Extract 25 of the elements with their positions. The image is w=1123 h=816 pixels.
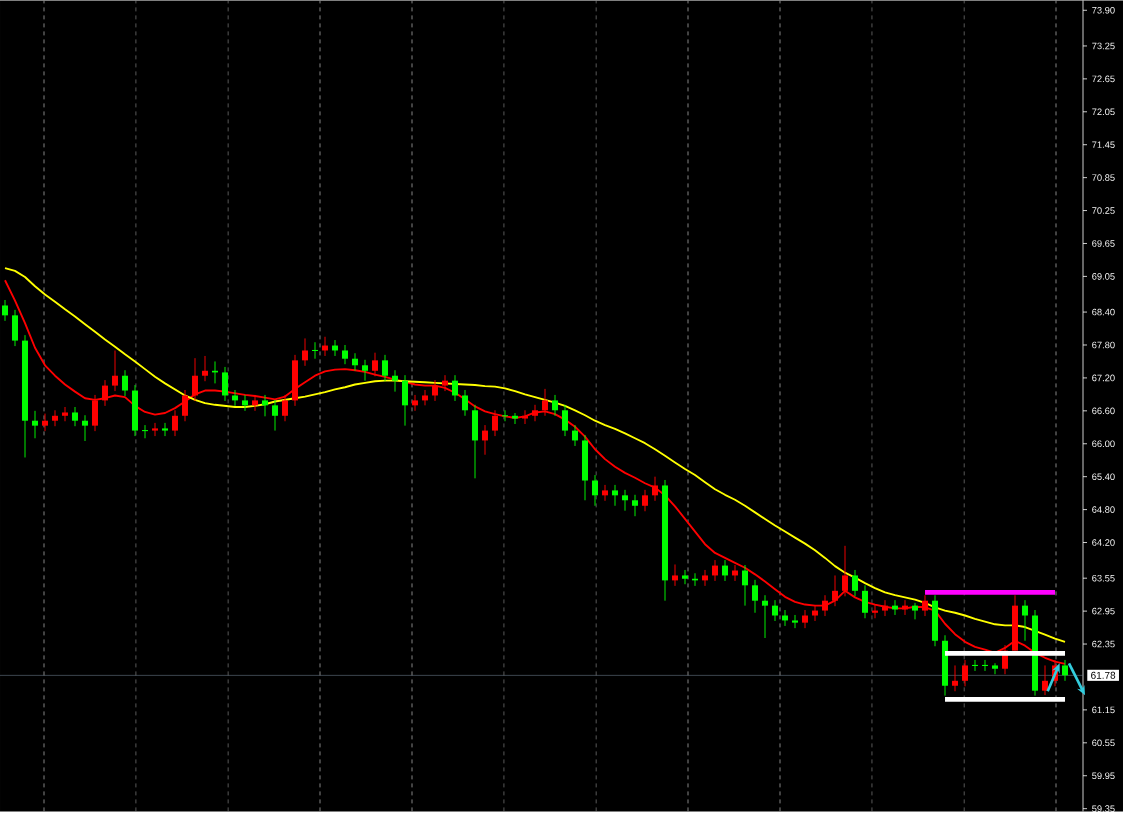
- y-tick-label: 71.45: [1092, 141, 1115, 148]
- y-tick-label: 72.05: [1092, 108, 1115, 115]
- y-tick-label: 64.20: [1092, 539, 1115, 546]
- y-tick-label: 62.35: [1092, 640, 1115, 648]
- y-tick-label: 65.40: [1092, 473, 1115, 480]
- y-tick-label: 68.40: [1092, 308, 1115, 316]
- y-tick-label: 64.80: [1092, 506, 1115, 513]
- y-tick-label: 67.80: [1092, 341, 1115, 349]
- y-tick-label: 73.90: [1092, 6, 1115, 14]
- y-tick-label: 60.55: [1092, 739, 1115, 746]
- y-tick-label: 70.25: [1092, 207, 1115, 214]
- y-tick-label: 67.20: [1092, 374, 1115, 382]
- y-tick-label: 63.55: [1092, 574, 1115, 582]
- y-tick-label: 69.05: [1092, 272, 1115, 280]
- y-tick-label: 66.60: [1092, 407, 1115, 414]
- y-tick-label: 70.85: [1092, 174, 1115, 181]
- y-tick-label: 73.25: [1092, 42, 1115, 50]
- y-tick-label: 59.35: [1092, 805, 1115, 812]
- y-tick-label: 72.65: [1092, 75, 1115, 82]
- y-tick-label: 69.65: [1092, 239, 1115, 247]
- y-tick-label: 61.15: [1092, 706, 1115, 713]
- ref-line-label: 61.78: [1091, 671, 1116, 679]
- y-tick-label: 59.95: [1092, 772, 1115, 779]
- y-tick-label: 62.95: [1092, 607, 1115, 615]
- y-tick-label: 66.00: [1092, 440, 1115, 447]
